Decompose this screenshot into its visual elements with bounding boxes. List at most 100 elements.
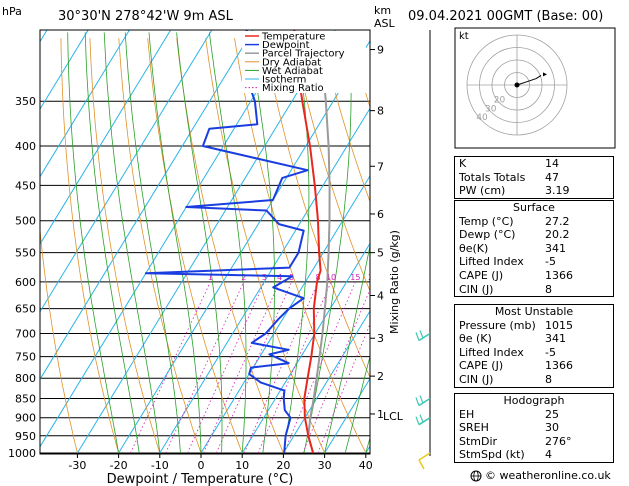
wet-adiabat-line	[303, 32, 352, 454]
row-label: Lifted Index	[459, 255, 524, 269]
wind-barb-flag	[415, 332, 420, 341]
table-row: Pressure (mb) 1015	[455, 319, 613, 333]
row-label: Totals Totals	[459, 170, 526, 184]
dry-adiabat-line	[147, 38, 243, 454]
wet-adiabat-line	[176, 32, 223, 453]
row-value: -5	[545, 345, 556, 359]
row-value: 1366	[545, 359, 573, 373]
row-value: 1015	[545, 318, 573, 332]
x-tick-label: -10	[151, 459, 169, 472]
row-value: 8	[545, 372, 552, 386]
chart-location: 30°30'N 278°42'W 9m ASL	[58, 9, 234, 24]
hodograph-storm-marker	[543, 72, 547, 77]
row-value: 3.19	[545, 184, 570, 198]
wind-profile	[415, 30, 431, 470]
hpa-label: hPa	[2, 5, 22, 18]
x-tick-label: 40	[359, 459, 373, 472]
row-value: 25	[545, 407, 559, 421]
mixing-ratio-line	[130, 281, 211, 454]
row-value: 20.2	[545, 228, 570, 242]
indices-table: K 14 Totals Totals 47 PW (cm) 3.19	[454, 156, 614, 199]
table-row: K 14	[455, 157, 613, 171]
row-value: 341	[545, 332, 566, 346]
table-row: StmSpd (kt) 4	[455, 448, 613, 462]
dry-adiabat-line	[263, 38, 370, 379]
km-tick-label: 2	[377, 370, 384, 383]
hodograph-table: Hodograph EH 25 SREH 30 StmDir 276° StmSpd (kt…	[454, 393, 614, 463]
table-row: StmDir 276°	[455, 435, 613, 449]
dry-adiabat-line	[176, 38, 284, 454]
km-tick-label: 9	[377, 44, 384, 57]
isotherm-line	[282, 310, 370, 454]
mixing-ratio-label: 4	[277, 273, 282, 282]
pressure-tick-label: 750	[15, 351, 36, 364]
row-label: CAPE (J)	[459, 359, 504, 373]
table-row: CAPE (J) 1366	[455, 359, 613, 373]
asl-label: ASL	[374, 17, 396, 30]
chart-datetime: 09.04.2021 00GMT (Base: 00)	[408, 9, 603, 24]
table-row: θe (K) 341	[455, 332, 613, 346]
mixing-ratio-line	[187, 281, 265, 454]
surface-title: Surface	[513, 201, 555, 214]
row-label: Pressure (mb)	[459, 318, 536, 332]
table-row: SREH 30	[455, 421, 613, 435]
hodograph-frame	[454, 27, 616, 149]
wet-adiabat-line	[124, 32, 181, 454]
legend-label: Dewpoint	[262, 40, 310, 51]
surface-table: Surface Temp (°C) 27.2 Dewp (°C) 20.2 θe(K) 3…	[454, 200, 614, 298]
hodograph-unit-label: kt	[459, 31, 469, 42]
dry-adiabat-line	[292, 38, 370, 293]
dewpoint-line	[144, 30, 309, 454]
wet-adiabat-line	[248, 32, 275, 454]
wind-barb-flag	[419, 330, 424, 339]
copyright[interactable]: © weatheronline.co.uk	[470, 469, 611, 482]
legend-box	[242, 31, 366, 93]
isotherm-line	[241, 242, 370, 454]
row-label: SREH	[459, 421, 489, 435]
hodograph-ring-label: 40	[476, 113, 488, 123]
mixing-ratio-line	[165, 281, 245, 454]
isotherm-line	[0, 30, 6, 453]
dry-adiabat-line	[89, 38, 161, 454]
wind-barb-flag	[419, 414, 424, 423]
km-tick-label: 4	[377, 290, 384, 303]
pressure-tick-label: 500	[15, 215, 36, 228]
dry-adiabat-line	[40, 226, 78, 454]
row-value: 14	[545, 157, 559, 170]
wind-barb	[418, 397, 431, 407]
row-value: 341	[545, 241, 566, 255]
legend-label: Isotherm	[262, 75, 306, 86]
isotherm-line	[159, 107, 370, 454]
legend-label: Dry Adiabat	[262, 57, 321, 68]
table-row: Dewp (°C) 20.2	[455, 228, 613, 242]
mixing-ratio-line	[317, 322, 370, 454]
pressure-tick-label: 650	[15, 303, 36, 316]
km-tick-label: 3	[377, 332, 384, 345]
legend-label: Temperature	[261, 32, 325, 43]
mixing-ratio-label: 1	[208, 273, 213, 282]
plot-frame	[39, 29, 371, 455]
row-label: CIN (J)	[459, 282, 494, 296]
copyright-text: © weatheronline.co.uk	[485, 469, 611, 482]
table-row: CIN (J) 8	[455, 283, 613, 297]
row-label: StmDir	[459, 434, 498, 448]
mixing-ratio-line	[243, 281, 319, 454]
parcel-trajectory-line	[307, 49, 331, 454]
row-value: 30	[545, 421, 559, 435]
wind-barb	[418, 332, 431, 342]
x-tick-label: 0	[198, 459, 205, 472]
hodograph-trace	[516, 74, 542, 86]
mixing-ratio-label: 20	[368, 273, 378, 282]
wind-barb-flag	[415, 397, 420, 406]
row-label: StmSpd (kt)	[459, 448, 525, 462]
row-label: CAPE (J)	[459, 268, 504, 282]
pressure-tick-label: 900	[15, 412, 36, 425]
pressure-tick-label: 850	[15, 393, 36, 406]
wet-adiabat-line	[209, 32, 247, 454]
row-label: θe(K)	[459, 241, 489, 255]
x-tick-label: 30	[318, 459, 332, 472]
mixing-ratio-label: 10	[326, 273, 336, 282]
